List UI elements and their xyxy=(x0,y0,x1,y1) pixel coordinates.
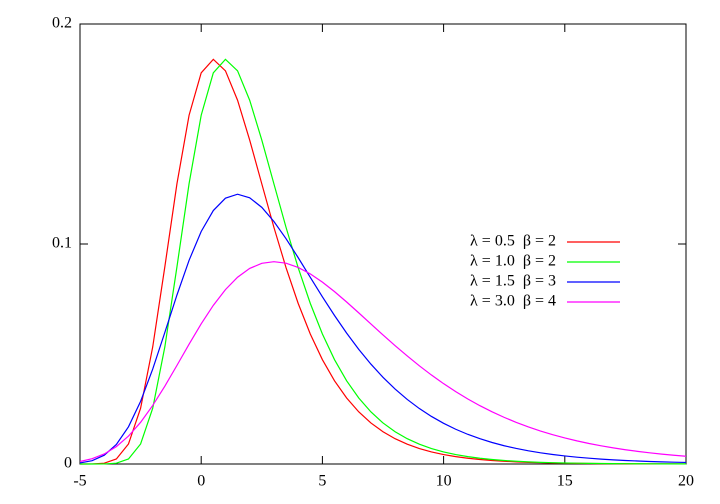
x-tick-label: 10 xyxy=(436,473,452,490)
x-tick-label: 0 xyxy=(197,473,205,490)
x-tick-label: 20 xyxy=(678,473,694,490)
y-tick-label: 0 xyxy=(64,455,72,472)
plot-frame xyxy=(79,23,687,465)
legend-label: λ = 3.0 β = 4 xyxy=(470,293,556,310)
x-tick-label: 15 xyxy=(557,473,573,490)
y-tick-label: 0.1 xyxy=(52,235,72,252)
legend-label: λ = 1.0 β = 2 xyxy=(470,253,556,270)
legend-label: λ = 1.5 β = 3 xyxy=(470,273,556,290)
y-tick-label: 0.2 xyxy=(52,15,72,32)
x-tick-label: -5 xyxy=(73,473,86,490)
legend-label: λ = 0.5 β = 2 xyxy=(470,233,556,250)
series-line xyxy=(79,193,687,464)
series-line xyxy=(80,58,687,465)
series-line xyxy=(79,261,687,463)
x-tick-label: 5 xyxy=(318,473,326,490)
